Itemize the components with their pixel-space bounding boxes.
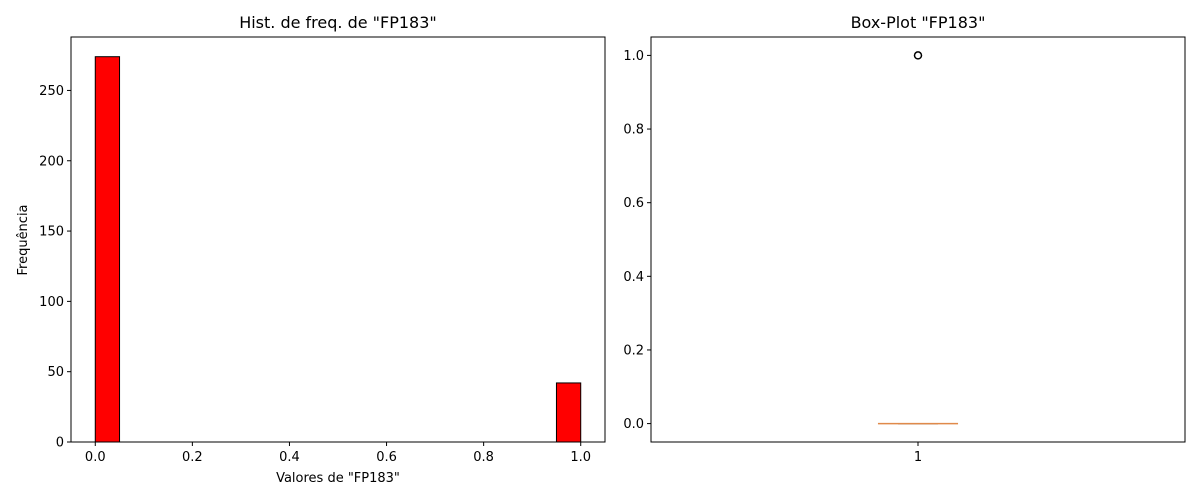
histogram-x-tick-label: 0.4 — [279, 450, 300, 465]
histogram-x-axis-label: Valores de "FP183" — [276, 471, 400, 486]
boxplot-y-ticks: 0.0 0.2 0.4 0.6 0.8 1.0 — [623, 49, 651, 432]
histogram-x-ticks: 0.0 0.2 0.4 0.6 0.8 1.0 — [85, 442, 591, 465]
boxplot-x-ticks: 1 — [914, 442, 922, 465]
histogram-y-tick-label: 0 — [56, 436, 64, 451]
boxplot-outlier-point — [913, 51, 923, 60]
histogram-axes-frame — [70, 36, 606, 443]
boxplot-y-tick-label: 0.0 — [623, 417, 644, 432]
histogram-y-tick-label: 250 — [39, 84, 64, 99]
boxplot-axes-frame — [650, 36, 1186, 443]
histogram-x-tick-label: 1.0 — [570, 450, 591, 465]
histogram-bar — [555, 382, 582, 443]
boxplot-y-tick-label: 0.2 — [623, 343, 644, 358]
histogram-y-tick-label: 50 — [47, 365, 64, 380]
boxplot-x-tick-label: 1 — [914, 450, 922, 465]
histogram-x-tick-label: 0.8 — [473, 450, 494, 465]
boxplot-y-tick-label: 0.4 — [623, 270, 644, 285]
histogram-y-ticks: 0 50 100 150 200 250 — [39, 84, 71, 451]
histogram-bars — [94, 56, 582, 443]
histogram-panel: Hist. de freq. de "FP183" 0.0 0.2 0.4 0.6 0.… — [16, 13, 606, 486]
boxplot-title: Box-Plot "FP183" — [851, 13, 986, 32]
histogram-x-tick-label: 0.6 — [376, 450, 397, 465]
histogram-y-axis-label: Frequência — [16, 204, 31, 275]
histogram-bar — [94, 56, 121, 443]
histogram-x-tick-label: 0.2 — [182, 450, 203, 465]
histogram-y-tick-label: 200 — [39, 154, 64, 169]
boxplot-y-tick-label: 0.8 — [623, 123, 644, 138]
histogram-title: Hist. de freq. de "FP183" — [239, 13, 437, 32]
histogram-x-tick-label: 0.0 — [85, 450, 106, 465]
boxplot-y-tick-label: 1.0 — [623, 49, 644, 64]
histogram-y-tick-label: 100 — [39, 295, 64, 310]
boxplot-y-tick-label: 0.6 — [623, 196, 644, 211]
boxplot-panel: Box-Plot "FP183" 1 0.0 0.2 0.4 0.6 0.8 1.0 — [623, 13, 1186, 465]
histogram-y-tick-label: 150 — [39, 225, 64, 240]
boxplot-elements — [877, 51, 959, 425]
